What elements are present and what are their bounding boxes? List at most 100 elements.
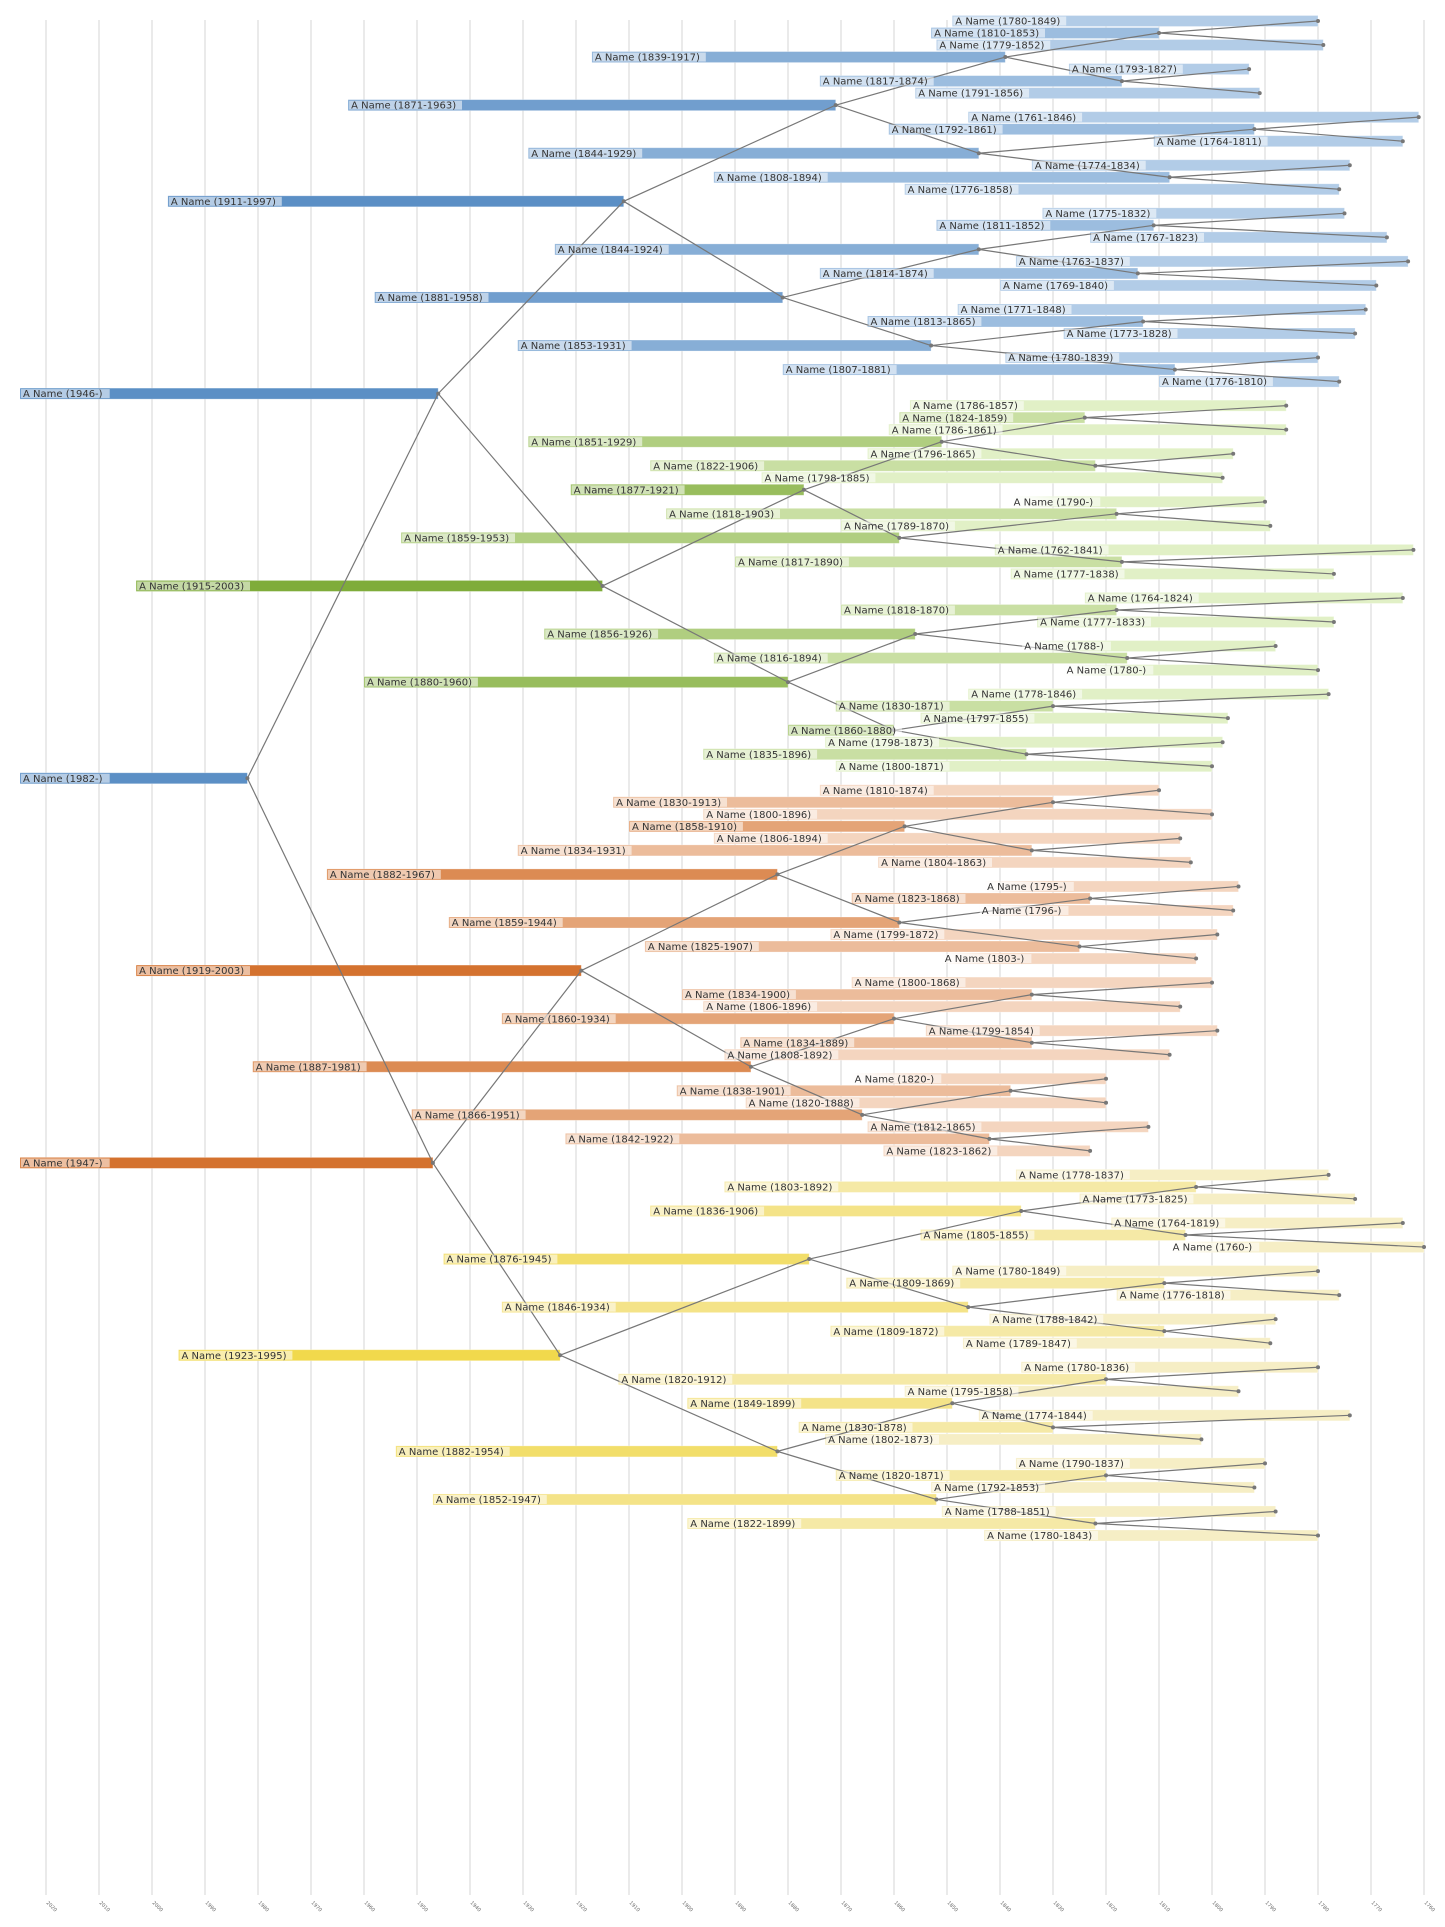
birth-node <box>1183 1233 1188 1238</box>
person-label: A Name (1776-1858) <box>908 185 1013 196</box>
person-label: A Name (1823-1862) <box>886 1146 991 1157</box>
person-label: A Name (1773-1828) <box>1067 329 1172 340</box>
label-background <box>1170 1242 1260 1252</box>
parent-link <box>1095 465 1223 479</box>
parent-link <box>893 994 1032 1020</box>
person-label: A Name (1946-) <box>23 389 103 400</box>
birth-node <box>430 1160 435 1165</box>
label-background <box>555 244 669 254</box>
birth-node <box>897 535 902 540</box>
label-background <box>932 28 1045 38</box>
parent-link <box>1158 32 1324 46</box>
parent-link <box>1031 994 1181 1008</box>
tick-label: 1800 <box>1211 1900 1224 1913</box>
tick-label: 1950 <box>416 1900 429 1913</box>
label-background <box>545 629 659 639</box>
parent-link <box>1116 513 1271 527</box>
birth-node <box>1384 235 1389 240</box>
label-background <box>529 437 643 447</box>
person-label: A Name (1822-1899) <box>690 1519 795 1530</box>
person-label: A Name (1761-1846) <box>971 113 1076 124</box>
label-background <box>1001 280 1114 290</box>
person-label: A Name (1818-1870) <box>844 606 949 617</box>
person-label: A Name (1923-1995) <box>182 1351 287 1362</box>
birth-node <box>1178 836 1183 841</box>
person-label: A Name (1882-1954) <box>399 1447 504 1458</box>
parent-link <box>623 200 784 298</box>
person-label: A Name (1803-) <box>945 954 1025 965</box>
tick-label: 1910 <box>628 1900 641 1913</box>
label-background <box>21 1158 110 1168</box>
parent-link <box>1169 176 1340 190</box>
person-label: A Name (1809-1869) <box>849 1279 954 1290</box>
birth-node <box>1342 211 1347 216</box>
parent-link <box>1158 20 1319 34</box>
person-label: A Name (1887-1981) <box>256 1062 361 1073</box>
birth-node <box>1104 1473 1108 1478</box>
birth-node <box>929 343 934 348</box>
label-background <box>868 449 982 459</box>
birth-node <box>1353 1196 1358 1201</box>
person-label: A Name (1810-1874) <box>823 786 928 797</box>
tick-label: 1850 <box>946 1900 959 1913</box>
birth-node <box>1400 595 1405 600</box>
birth-node <box>1114 607 1119 612</box>
birth-node <box>775 1449 780 1454</box>
parent-link <box>1196 1186 1356 1200</box>
parent-link <box>1079 933 1218 948</box>
parent-link <box>1026 741 1223 755</box>
parent-link <box>1127 645 1276 659</box>
label-background <box>449 918 563 927</box>
person-label: A Name (1806-1896) <box>706 1002 811 1013</box>
person-label: A Name (1880-1960) <box>367 678 472 689</box>
label-background <box>905 184 1019 194</box>
birth-node <box>1273 644 1278 649</box>
tick-label: 1920 <box>575 1900 588 1913</box>
label-background <box>1038 617 1151 627</box>
person-label: A Name (1775-1832) <box>1045 209 1150 220</box>
label-background <box>529 148 643 158</box>
person-label: A Name (1778-1837) <box>1019 1171 1124 1182</box>
label-background <box>868 317 982 326</box>
parent-link <box>1095 453 1234 467</box>
birth-node <box>1331 571 1336 576</box>
person-label: A Name (1799-1854) <box>929 1026 1034 1037</box>
birth-node <box>1178 1004 1183 1009</box>
parent-link <box>777 873 900 924</box>
birth-node <box>1146 1124 1151 1129</box>
person-label: A Name (1834-1889) <box>743 1038 848 1049</box>
label-background <box>963 1338 1077 1348</box>
person-label: A Name (1808-1894) <box>717 173 822 184</box>
parent-link <box>1143 320 1356 335</box>
parent-link <box>1254 128 1403 142</box>
parent-link <box>1031 982 1213 996</box>
birth-node <box>1316 1365 1320 1370</box>
person-label: A Name (1773-1825) <box>1083 1195 1188 1206</box>
parent-link <box>581 873 778 972</box>
label-background <box>836 1470 950 1480</box>
tick-label: 1780 <box>1317 1900 1330 1913</box>
label-background <box>879 857 992 867</box>
parent-link <box>1031 1042 1170 1056</box>
birth-node <box>1353 331 1358 336</box>
person-label: A Name (1834-1900) <box>685 990 790 1001</box>
label-background <box>714 833 828 843</box>
label-background <box>137 581 250 591</box>
birth-node <box>1316 355 1320 360</box>
person-label: A Name (1792-1861) <box>892 125 997 136</box>
birth-node <box>913 632 918 637</box>
label-background <box>688 1519 802 1528</box>
parent-link <box>581 970 752 1068</box>
birth-node <box>1215 932 1220 937</box>
birth-node <box>1337 1293 1342 1298</box>
parent-link <box>952 1378 1107 1404</box>
label-background <box>820 268 934 278</box>
parent-link <box>246 393 439 779</box>
person-label: A Name (1796-1865) <box>871 449 976 460</box>
person-label: A Name (1835-1896) <box>706 750 811 761</box>
person-labels: A Name (1780-1849)A Name (1810-1853)A Na… <box>21 16 1273 1542</box>
parent-link <box>862 1090 1011 1116</box>
label-background <box>396 1446 510 1456</box>
label-background <box>852 893 966 903</box>
label-background <box>831 1326 945 1336</box>
